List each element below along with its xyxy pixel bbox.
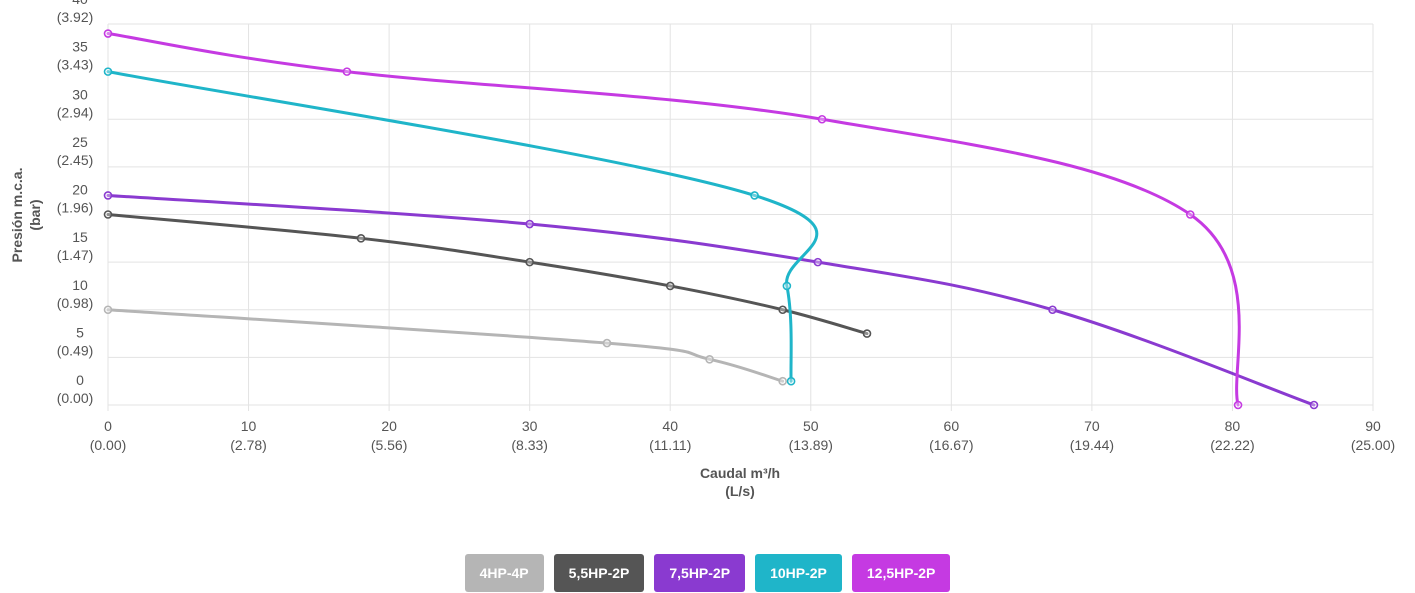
data-point[interactable]	[750, 191, 759, 200]
data-point[interactable]	[103, 210, 113, 219]
y-tick-sublabel: (0.00)	[57, 390, 94, 406]
data-point[interactable]	[103, 191, 113, 200]
y-tick-sublabel: (2.94)	[57, 104, 94, 120]
data-point[interactable]	[342, 67, 352, 76]
data-point[interactable]	[786, 376, 796, 386]
legend: 4HP-4P 5,5HP-2P 7,5HP-2P 10HP-2P 12,5HP-2P	[0, 554, 1415, 592]
y-tick-sublabel: (1.47)	[57, 247, 94, 263]
y-axis-title: Presión m.c.a.	[9, 168, 25, 263]
x-tick-sublabel: (11.11)	[649, 437, 691, 453]
y-tick-label: 10	[72, 277, 88, 293]
series-1	[103, 210, 872, 338]
x-tick-sublabel: (2.78)	[230, 437, 267, 453]
data-point[interactable]	[525, 257, 534, 267]
series-lines	[103, 29, 1319, 410]
x-tick-label: 30	[522, 418, 538, 434]
x-axis-ticks: 0 (0.00) 10 (2.78) 20 (5.56) 30 (8.33) 40 (11.11)…	[90, 418, 1395, 453]
data-point[interactable]	[817, 114, 827, 124]
series-3	[103, 67, 819, 386]
data-point[interactable]	[1048, 305, 1057, 315]
y-tick-label: 15	[72, 229, 88, 245]
x-tick-label: 0	[104, 418, 112, 434]
data-point[interactable]	[525, 219, 534, 229]
series-4	[103, 29, 1243, 410]
y-tick-label: 35	[72, 39, 88, 55]
y-tick-sublabel: (1.96)	[57, 200, 94, 216]
data-point[interactable]	[1185, 210, 1195, 219]
y-tick-sublabel: (0.49)	[57, 342, 94, 358]
x-tick-label: 70	[1084, 418, 1100, 434]
data-point[interactable]	[356, 234, 366, 243]
y-tick-sublabel: (3.92)	[57, 9, 94, 25]
x-tick-sublabel: (8.33)	[511, 437, 548, 453]
grid	[107, 23, 1374, 411]
y-tick-sublabel: (3.43)	[57, 57, 94, 73]
data-point[interactable]	[1309, 400, 1319, 410]
series-0	[103, 305, 787, 386]
x-tick-sublabel: (5.56)	[371, 437, 408, 453]
y-tick-sublabel: (0.98)	[57, 295, 94, 311]
data-point[interactable]	[862, 329, 872, 338]
data-point[interactable]	[602, 338, 612, 348]
y-tick-label: 20	[72, 182, 88, 198]
x-tick-sublabel: (19.44)	[1070, 437, 1114, 453]
x-tick-label: 40	[662, 418, 678, 434]
data-point[interactable]	[665, 281, 675, 291]
x-tick-sublabel: (16.67)	[929, 437, 973, 453]
y-tick-label: 25	[72, 134, 88, 150]
x-tick-label: 80	[1225, 418, 1241, 434]
y-tick-label: 5	[76, 324, 84, 340]
legend-item[interactable]: 4HP-4P	[464, 554, 544, 592]
legend-item[interactable]: 12,5HP-2P	[851, 554, 951, 592]
data-point[interactable]	[782, 281, 792, 291]
x-tick-sublabel: (22.22)	[1210, 437, 1254, 453]
series-line	[106, 70, 819, 383]
x-tick-sublabel: (13.89)	[789, 437, 833, 453]
data-point[interactable]	[778, 305, 787, 315]
legend-item[interactable]: 5,5HP-2P	[553, 554, 645, 592]
x-axis-subtitle: (L/s)	[725, 483, 755, 499]
x-tick-label: 10	[241, 418, 257, 434]
x-tick-label: 90	[1365, 418, 1381, 434]
legend-item[interactable]: 7,5HP-2P	[654, 554, 746, 592]
data-point[interactable]	[103, 305, 113, 315]
series-line	[106, 32, 1241, 407]
legend-item[interactable]: 10HP-2P	[755, 554, 842, 592]
y-tick-label: 0	[76, 372, 84, 388]
data-point[interactable]	[103, 67, 113, 76]
x-tick-label: 60	[944, 418, 960, 434]
series-2	[103, 191, 1319, 410]
x-tick-label: 50	[803, 418, 819, 434]
series-line	[106, 213, 869, 336]
y-axis-subtitle: (bar)	[27, 199, 43, 230]
data-point[interactable]	[778, 376, 787, 386]
x-tick-label: 20	[381, 418, 397, 434]
data-point[interactable]	[1233, 400, 1243, 410]
data-point[interactable]	[705, 354, 714, 364]
x-axis-title: Caudal m³/h	[700, 465, 780, 481]
data-point[interactable]	[813, 257, 823, 267]
y-axis-ticks: 0 (0.00) 5 (0.49) 10 (0.98) 15 (1.47) 20 (1.96) 25…	[57, 0, 94, 406]
y-tick-label: 30	[72, 86, 88, 102]
x-tick-sublabel: (25.00)	[1351, 437, 1395, 453]
series-line	[106, 193, 1316, 407]
y-tick-label: 40	[72, 0, 88, 7]
y-tick-sublabel: (2.45)	[57, 152, 94, 168]
x-tick-sublabel: (0.00)	[90, 437, 127, 453]
data-point[interactable]	[103, 29, 113, 38]
series-line	[106, 308, 785, 383]
